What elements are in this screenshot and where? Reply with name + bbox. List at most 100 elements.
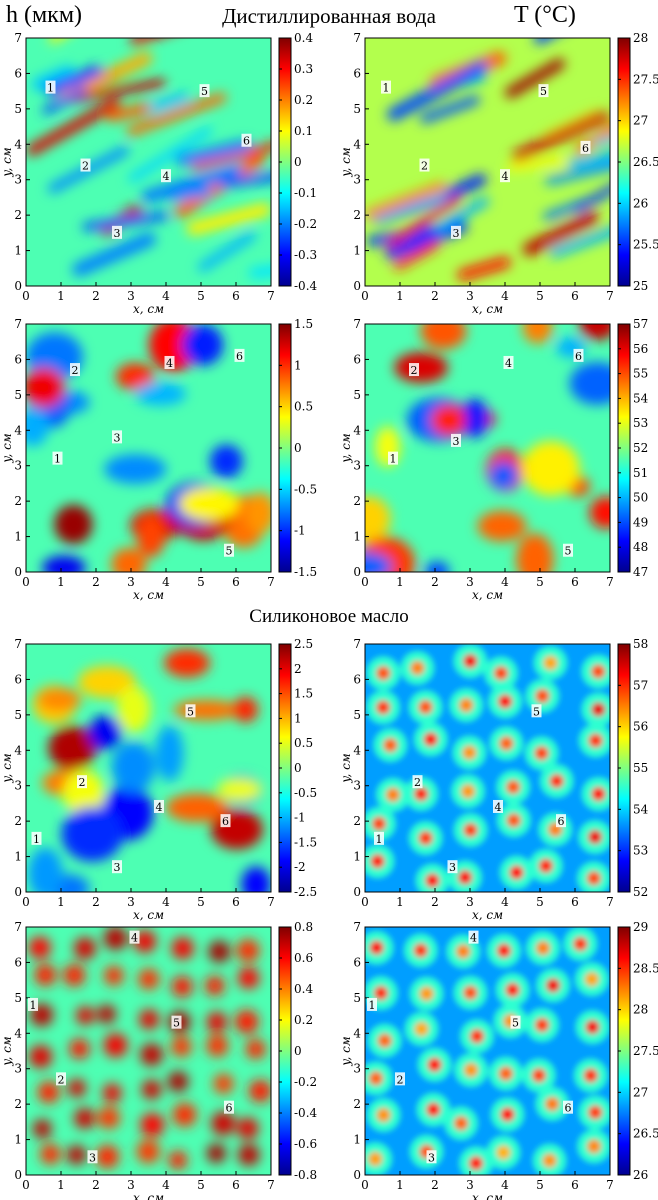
heatmap-cell-core xyxy=(414,786,429,801)
colorbar-tick-label: 0.6 xyxy=(294,951,313,965)
x-tick-label: 4 xyxy=(501,289,509,303)
colorbar-tick-label: 57 xyxy=(633,678,648,692)
y-tick-label: 6 xyxy=(14,672,22,686)
x-tick-label: 0 xyxy=(22,575,30,589)
heatmap-field xyxy=(365,927,610,1175)
x-tick-label: 6 xyxy=(571,895,579,909)
marker-label: 6 xyxy=(558,815,565,828)
heatmap-spot xyxy=(63,964,86,987)
heatmap-blob xyxy=(578,324,610,341)
heatmap-cell-core xyxy=(573,936,588,951)
heatmap-stripe xyxy=(45,65,102,96)
marker-box xyxy=(112,225,122,239)
marker-label: 3 xyxy=(89,1151,96,1164)
heatmap-field xyxy=(26,644,271,892)
marker-box xyxy=(493,799,503,813)
heatmap-panel-1: 0 1 2 3 4 5 6 7 0 1 2 3 4 5 6 7 x, см y, см 0.4 0.3 0.2 0.1 0 -… xyxy=(0,31,318,316)
x-tick-label: 5 xyxy=(197,289,205,303)
colorbar-tick-label: 26.5 xyxy=(633,1127,658,1141)
x-tick-label: 6 xyxy=(232,575,240,589)
y-tick-label: 7 xyxy=(353,920,361,934)
y-tick-label: 2 xyxy=(14,494,22,508)
marker-label: 6 xyxy=(226,1102,233,1115)
colorbar-tick-label: 56 xyxy=(633,342,648,356)
colorbar-tick-label: -0.5 xyxy=(294,786,317,800)
heatmap-cell-core xyxy=(591,702,606,717)
marker-box xyxy=(224,543,234,557)
heatmap-blob xyxy=(115,362,155,391)
heatmap-blob xyxy=(164,648,211,678)
heatmap-blob xyxy=(477,510,527,542)
y-tick-label: 3 xyxy=(14,173,22,187)
colorbar-tick-label: -1.5 xyxy=(294,565,317,579)
colorbar-tick-label: 0.1 xyxy=(294,124,313,138)
colorbar-tick-label: -0.8 xyxy=(294,1168,317,1182)
heatmap-stripe xyxy=(186,202,271,236)
heatmap-cell-core xyxy=(368,1071,383,1086)
colorbar-tick-label: 1 xyxy=(294,711,302,725)
colorbar-tick-label: -0.1 xyxy=(294,186,317,200)
x-tick-label: 6 xyxy=(232,289,240,303)
colorbar-tick-label: 55 xyxy=(633,367,648,381)
heatmap-spot xyxy=(76,1006,95,1025)
heatmap-panel-8: 0 1 2 3 4 5 6 7 0 1 2 3 4 5 6 7 x, см y, см 29 28.5 28 27.5 27… xyxy=(339,920,658,1200)
y-tick-label: 1 xyxy=(353,244,361,258)
marker-box xyxy=(573,348,584,362)
heatmap-cell-core xyxy=(413,943,428,958)
heatmap-stripe xyxy=(505,58,565,99)
y-axis-label: y, см xyxy=(339,147,353,178)
heatmap-cell-core xyxy=(546,978,561,993)
heatmap-texture xyxy=(365,38,610,281)
x-axis-label: x, см xyxy=(472,908,503,922)
heatmap-cell-core xyxy=(426,1102,441,1117)
heatmap-field xyxy=(26,324,271,572)
heatmap-stripe xyxy=(507,156,569,172)
heatmap-cell-core xyxy=(545,1096,560,1111)
heatmap-blob xyxy=(516,533,554,572)
heatmap-cell-core xyxy=(506,813,521,828)
colorbar-tick-label: 56 xyxy=(633,720,648,734)
heatmap-stripe xyxy=(72,232,156,277)
y-tick-label: 7 xyxy=(14,920,22,934)
colorbar-tick-label: 0 xyxy=(294,155,302,169)
colorbar-tick-label: 0.4 xyxy=(294,31,313,45)
heatmap-cell-core xyxy=(531,1068,546,1083)
heatmap-stripe xyxy=(549,227,610,258)
heatmap-blob xyxy=(37,687,82,712)
colorbar-tick-label: 28 xyxy=(633,31,648,45)
y-tick-label: 3 xyxy=(14,1062,22,1076)
heatmap-blob xyxy=(61,806,124,862)
heatmap-spot xyxy=(205,975,225,996)
marker-label: 3 xyxy=(114,431,121,444)
heatmap-cell-core xyxy=(509,865,524,880)
heatmap-blob xyxy=(42,555,86,572)
marker-box xyxy=(447,860,458,874)
y-tick-label: 0 xyxy=(353,565,361,579)
marker-label: 6 xyxy=(236,350,243,363)
marker-label: 4 xyxy=(470,932,477,945)
heatmap-spot xyxy=(206,1034,229,1057)
colorbar-tick-label: -0.2 xyxy=(294,1075,317,1089)
heatmap-stripe xyxy=(545,162,610,186)
marker-label: 2 xyxy=(421,160,428,173)
x-tick-label: 3 xyxy=(466,895,474,909)
marker-label: 1 xyxy=(376,833,383,846)
heatmap-cell-core xyxy=(376,666,391,681)
colorbar-tick-label: -2.5 xyxy=(294,885,317,899)
marker-label: 2 xyxy=(58,1073,65,1086)
heatmap-stripe xyxy=(444,173,487,200)
heatmap-spot xyxy=(102,1083,122,1103)
heatmap-field xyxy=(365,324,610,572)
colorbar-tick-label: 0.8 xyxy=(294,920,313,934)
colorbar-tick-label: 58 xyxy=(633,637,648,651)
x-tick-label: 7 xyxy=(267,575,275,589)
y-tick-label: 7 xyxy=(14,317,22,331)
colorbar-tick-label: -0.6 xyxy=(294,1137,317,1151)
colorbar-tick-label: 0.2 xyxy=(294,1013,313,1027)
colorbar-tick-label: 0.4 xyxy=(294,982,313,996)
marker-label: 1 xyxy=(390,453,397,466)
marker-label: 6 xyxy=(575,350,582,363)
marker-box xyxy=(500,169,510,183)
